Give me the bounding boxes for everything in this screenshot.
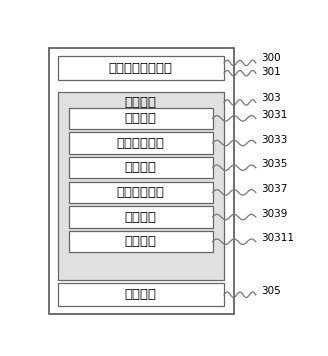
Bar [57,283,224,307]
Text: 候选节点确认模块: 候选节点确认模块 [109,62,173,74]
Text: 删除模块: 删除模块 [125,210,157,224]
Bar [69,132,213,154]
Bar [69,108,213,129]
Text: 3039: 3039 [261,209,287,219]
Bar [69,206,213,228]
Text: 305: 305 [261,287,281,297]
Text: 第一计算模块: 第一计算模块 [117,137,165,150]
Text: 执行模块: 执行模块 [125,288,157,301]
Bar [69,157,213,178]
Text: 第二计算模块: 第二计算模块 [117,186,165,199]
Text: 获取模块: 获取模块 [125,96,157,109]
Text: 303: 303 [261,93,281,103]
Text: 匹配模块: 匹配模块 [125,235,157,248]
Bar [69,182,213,203]
Text: 选择模块: 选择模块 [125,161,157,174]
Bar [69,231,213,252]
Bar [57,57,224,80]
Text: 3031: 3031 [261,110,287,120]
Bar [49,48,234,314]
Text: 调节模块: 调节模块 [125,112,157,125]
Bar [57,92,224,280]
Text: 3035: 3035 [261,159,287,169]
Text: 3033: 3033 [261,135,287,145]
Text: 30311: 30311 [261,234,294,244]
Text: 300: 300 [261,53,280,63]
Text: 301: 301 [261,67,281,77]
Text: 3037: 3037 [261,184,287,194]
